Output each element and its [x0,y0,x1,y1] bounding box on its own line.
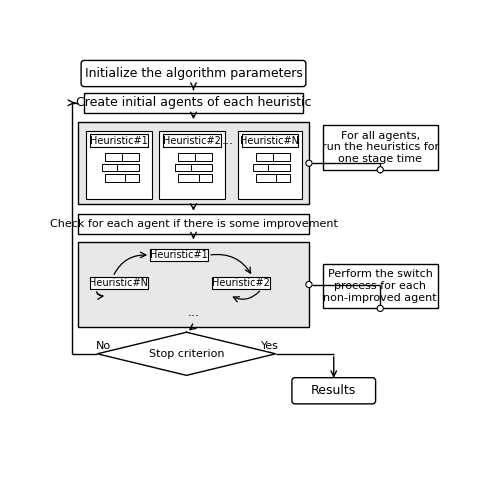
Bar [256,153,280,161]
Text: Create initial agents of each heuristic: Create initial agents of each heuristic [76,96,311,109]
Bar [160,131,225,199]
Bar [78,214,309,234]
Bar [86,131,152,199]
Text: Stop criterion: Stop criterion [149,349,224,359]
Text: Heuristic#N: Heuristic#N [89,278,148,288]
Bar [178,174,206,182]
Text: Heuristic#2: Heuristic#2 [164,136,221,145]
Text: Heuristic#1: Heuristic#1 [150,250,208,260]
Bar [191,163,212,171]
FancyBboxPatch shape [81,60,306,87]
Text: Initialize the algorithm parameters: Initialize the algorithm parameters [84,67,302,80]
Circle shape [306,160,312,166]
Text: Heuristic#1: Heuristic#1 [90,136,148,145]
Bar [268,163,290,171]
Bar [256,174,284,182]
Bar [178,153,203,161]
Polygon shape [98,332,276,375]
Bar [122,153,139,161]
Bar [163,134,222,147]
Bar [84,93,303,113]
Bar [90,277,148,289]
Text: For all agents,
run the heuristics for
one stage time: For all agents, run the heuristics for o… [322,131,439,164]
Bar [78,242,309,327]
Bar [323,264,438,308]
Bar [150,249,208,261]
Bar [323,125,438,170]
Bar [176,163,196,171]
Bar [125,174,139,182]
FancyBboxPatch shape [292,378,376,404]
Bar [102,163,122,171]
Bar [78,122,309,205]
Text: Perform the switch
process for each
non-improved agent: Perform the switch process for each non-… [324,270,437,303]
Bar [238,131,302,199]
Bar [90,134,148,147]
Bar [104,153,130,161]
Circle shape [377,305,384,312]
Text: Check for each agent if there is some improvement: Check for each agent if there is some im… [50,218,338,228]
Bar [104,174,132,182]
Bar [242,134,298,147]
Bar [212,277,270,289]
Text: Yes: Yes [260,341,278,351]
Text: Results: Results [311,384,356,397]
Text: Heuristic#2: Heuristic#2 [212,278,270,288]
Circle shape [377,167,384,173]
Text: ...: ... [188,306,200,319]
Bar [196,153,212,161]
Bar [273,153,290,161]
Bar [117,163,139,171]
Bar [253,163,273,171]
Text: Heuristic#N: Heuristic#N [240,136,300,145]
Bar [198,174,212,182]
Text: ...: ... [222,134,234,147]
Text: No: No [96,341,111,351]
Circle shape [306,282,312,288]
Bar [276,174,290,182]
